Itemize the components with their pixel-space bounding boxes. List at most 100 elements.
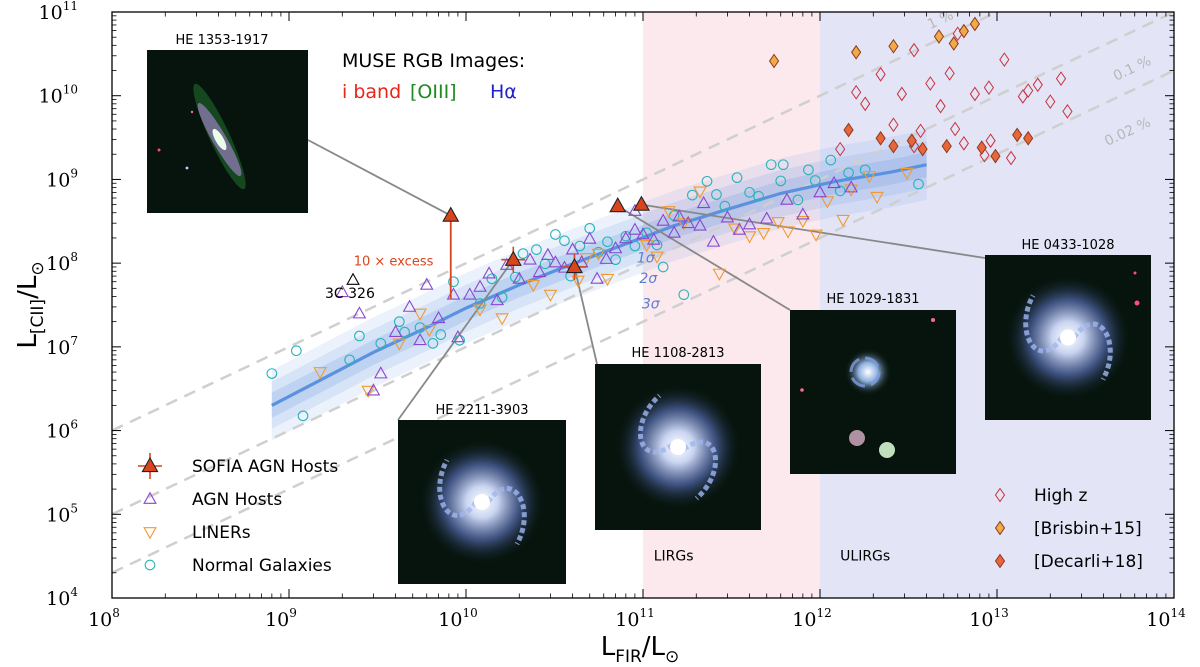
legend-item: LINERs bbox=[143, 523, 251, 543]
data-point bbox=[792, 194, 804, 206]
data-point bbox=[574, 240, 586, 252]
series-agn-hosts bbox=[335, 175, 858, 396]
data-point bbox=[290, 345, 302, 357]
star bbox=[800, 388, 804, 392]
series-sofia-agn-hosts bbox=[442, 195, 650, 280]
data-point bbox=[650, 251, 664, 264]
data-point bbox=[796, 207, 810, 220]
data-point bbox=[1012, 127, 1023, 143]
y-tick-exponent: 4 bbox=[70, 585, 78, 599]
muse-channel: i band bbox=[342, 81, 401, 103]
star bbox=[879, 442, 895, 458]
data-point bbox=[517, 248, 529, 259]
legend-label: High z bbox=[1034, 486, 1087, 506]
x-tick-exponent: 8 bbox=[112, 606, 120, 620]
galaxy-nucleus bbox=[1060, 329, 1076, 346]
data-point bbox=[413, 332, 427, 346]
data-point bbox=[657, 261, 669, 273]
data-point bbox=[925, 76, 936, 91]
data-point bbox=[712, 268, 727, 281]
x-tick-label: 1014 bbox=[1146, 606, 1186, 631]
data-point bbox=[399, 326, 410, 338]
y-axis-label-mid: /L bbox=[13, 275, 43, 299]
data-point bbox=[641, 227, 653, 239]
data-point bbox=[781, 226, 795, 239]
data-point bbox=[656, 213, 670, 226]
data-point bbox=[619, 230, 633, 244]
data-point bbox=[1045, 94, 1056, 110]
data-point bbox=[454, 334, 465, 346]
data-point bbox=[565, 257, 584, 274]
data-point bbox=[681, 215, 696, 229]
data-point bbox=[732, 222, 747, 235]
x-axis-label-sub: FIR bbox=[615, 647, 642, 667]
legend-label: [Brisbin+15] bbox=[1034, 519, 1142, 539]
data-point bbox=[701, 175, 713, 187]
data-point bbox=[678, 289, 690, 301]
y-tick-label: 108 bbox=[46, 250, 78, 275]
data-point bbox=[599, 251, 614, 264]
galaxy-arm bbox=[637, 393, 674, 455]
galaxy-core bbox=[844, 348, 892, 396]
data-point bbox=[844, 180, 858, 193]
data-point bbox=[860, 96, 871, 112]
data-point bbox=[422, 324, 437, 338]
data-point bbox=[636, 227, 650, 240]
data-point bbox=[1032, 77, 1043, 93]
data-point bbox=[834, 185, 846, 197]
data-point bbox=[976, 140, 987, 155]
star bbox=[185, 166, 189, 170]
data-point bbox=[803, 164, 814, 176]
data-point bbox=[672, 209, 686, 222]
data-point bbox=[851, 44, 862, 60]
data-point bbox=[742, 217, 757, 230]
x-tick-label: 1013 bbox=[969, 606, 1008, 631]
galaxy-arm bbox=[437, 458, 479, 518]
legend-item: [Decarli+18] bbox=[994, 552, 1143, 572]
galaxy-nucleus bbox=[474, 494, 490, 510]
sigma-label: 3σ bbox=[642, 296, 661, 312]
data-point bbox=[870, 191, 884, 205]
series--decarli-18- bbox=[843, 122, 1034, 164]
data-point bbox=[352, 306, 367, 319]
data-point bbox=[448, 276, 459, 288]
y-tick-exponent: 9 bbox=[70, 166, 78, 180]
data-point bbox=[827, 175, 841, 189]
inset-he-2211-3903: HE 2211-3903 bbox=[398, 403, 566, 584]
legend-label: SOFIA AGN Hosts bbox=[192, 457, 338, 477]
y-tick-label: 105 bbox=[46, 501, 78, 526]
annotation-2: LIRGs bbox=[654, 549, 694, 565]
data-point bbox=[550, 229, 561, 240]
legend-marker bbox=[994, 553, 1006, 569]
y-axis-label: L[CII]/L⊙ bbox=[13, 261, 48, 348]
data-point bbox=[969, 16, 980, 32]
data-point bbox=[1055, 71, 1067, 87]
star bbox=[157, 148, 161, 152]
data-point bbox=[1017, 89, 1028, 104]
x-axis-label-main: L bbox=[601, 632, 616, 662]
x-tick-exponent: 13 bbox=[993, 606, 1008, 620]
galaxy-arm bbox=[682, 439, 719, 501]
annotation-0: 10 × excess bbox=[354, 254, 434, 269]
inset-connector bbox=[617, 205, 791, 311]
data-point bbox=[495, 313, 509, 326]
x-tick-exponent: 11 bbox=[639, 606, 654, 620]
inset-connector bbox=[307, 139, 452, 217]
data-point bbox=[413, 308, 427, 321]
sigma-label: 1σ bbox=[637, 250, 656, 266]
data-point bbox=[591, 248, 606, 261]
data-point bbox=[373, 366, 388, 379]
x-tick-label: 109 bbox=[265, 606, 297, 631]
data-point bbox=[361, 385, 375, 398]
inset-connector bbox=[397, 259, 515, 421]
legend-item: SOFIA AGN Hosts bbox=[138, 453, 338, 479]
data-point bbox=[948, 36, 959, 51]
series-normal-galaxies bbox=[266, 154, 924, 422]
data-point bbox=[999, 52, 1010, 67]
data-point bbox=[427, 338, 439, 349]
data-point bbox=[571, 275, 585, 288]
data-point bbox=[266, 368, 278, 379]
inset-label: HE 1108-2813 bbox=[632, 346, 725, 361]
data-point bbox=[835, 141, 846, 157]
y-tick-exponent: 8 bbox=[70, 250, 78, 264]
